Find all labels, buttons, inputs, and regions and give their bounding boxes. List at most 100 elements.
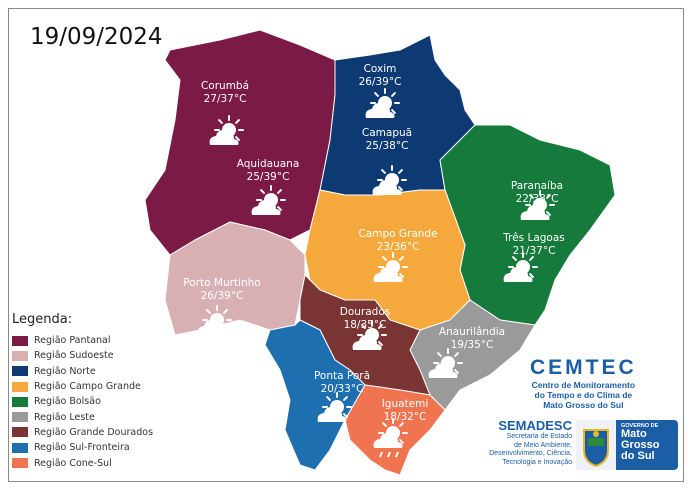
city-label: Ponta Porã 20/33°C xyxy=(314,370,370,396)
legend-item: Região Norte xyxy=(12,364,153,379)
legend-label: Região Leste xyxy=(34,411,95,423)
city-label: Anaurilândia 19/35°C xyxy=(439,326,505,352)
city-name: Aquidauana xyxy=(236,158,300,170)
legend-swatch xyxy=(12,396,28,407)
frame xyxy=(8,8,684,482)
city-temp: 25/39°C xyxy=(246,171,290,183)
legend-item: Região Sudoeste xyxy=(12,348,153,363)
sun-cloud-icon xyxy=(373,252,408,282)
legend-item: Região Leste xyxy=(12,409,153,424)
legend-label: Região Norte xyxy=(34,365,96,377)
city-temp: 23/36°C xyxy=(376,241,420,253)
legend-label: Região Campo Grande xyxy=(34,381,141,393)
legend-label: Região Pantanal xyxy=(34,335,111,347)
city-label: Coxim 26/39°C xyxy=(359,63,402,89)
city-name: Anaurilândia xyxy=(438,326,506,338)
city-temp: 21/37°C xyxy=(512,245,556,257)
city-temp: 27/37°C xyxy=(203,93,247,105)
sun-cloud-icon xyxy=(352,320,387,350)
legend-swatch xyxy=(12,381,28,392)
city-temp: 18/35°C xyxy=(343,319,387,331)
city-temp: 22/38°C xyxy=(515,193,559,205)
semadesc-line: de Meio Ambiente, xyxy=(514,441,572,449)
legend-swatch xyxy=(12,442,28,453)
legend-item: Região Cone-Sul xyxy=(12,455,153,470)
sun-cloud-icon xyxy=(428,348,463,378)
city-label: Paranaíba 22/38°C xyxy=(511,180,563,206)
cemtec-logo: CEMTEC Centro de Monitoramento do Tempo … xyxy=(530,356,637,410)
legend: Legenda: Região Pantanal Região Sudoeste R… xyxy=(12,312,153,471)
city-temp: 26/39°C xyxy=(200,290,244,302)
city-temp: 20/33°C xyxy=(320,383,364,395)
legend-label: Região Cone-Sul xyxy=(34,457,112,469)
legend-item: Região Grande Dourados xyxy=(12,425,153,440)
city-temp: 18/32°C xyxy=(383,411,427,423)
city-name: Iguatemi xyxy=(381,398,429,410)
legend-swatch xyxy=(12,350,28,361)
cemtec-line: Mato Grosso do Sul xyxy=(543,400,624,410)
city-label: Dourados 18/35°C xyxy=(340,306,390,332)
semadesc-title: SEMADESC xyxy=(498,418,572,433)
legend-label: Região Grande Dourados xyxy=(34,426,154,438)
governo-line: do Sul xyxy=(621,450,655,462)
city-name: Corumbá xyxy=(200,80,250,92)
legend-swatch xyxy=(12,458,28,469)
legend-item: Região Bolsão xyxy=(12,394,153,409)
city-temp: 19/35°C xyxy=(450,339,494,351)
governo-box: GOVERNO DE Mato Grosso do Sul xyxy=(616,420,678,470)
city-name: Dourados xyxy=(339,306,391,318)
legend-label: Região Sul-Fronteira xyxy=(34,442,130,454)
cemtec-title: CEMTEC xyxy=(530,356,637,379)
legend-label: Região Bolsão xyxy=(34,396,101,408)
city-name: Ponta Porã xyxy=(313,370,371,382)
legend-item: Região Campo Grande xyxy=(12,379,153,394)
city-name: Paranaíba xyxy=(510,180,564,192)
cemtec-line: Centro de Monitoramento xyxy=(531,380,636,390)
semadesc-line: Desenvolvimento, Ciência, xyxy=(489,450,572,457)
legend-title: Legenda: xyxy=(12,312,73,327)
sun-cloud-icon xyxy=(197,305,232,335)
legend-label: Região Sudoeste xyxy=(34,350,114,362)
coat-of-arms-icon xyxy=(576,420,616,470)
city-label: Três Lagoas 21/37°C xyxy=(503,232,565,258)
governo-small: GOVERNO DE xyxy=(621,423,659,429)
city-label: Corumbá 27/37°C xyxy=(201,80,249,106)
semadesc-line: Tecnologia e Inovação xyxy=(502,458,572,466)
region-sul-fronteira xyxy=(264,319,366,471)
city-name: Três Lagoas xyxy=(503,232,565,244)
sun-cloud-icon xyxy=(365,88,400,118)
legend-swatch xyxy=(12,412,28,423)
city-name: Camapuã xyxy=(361,127,413,139)
city-name: Campo Grande xyxy=(358,228,438,240)
city-label: Iguatemi 18/32°C xyxy=(382,398,429,424)
region-pantanal xyxy=(144,29,336,256)
city-label: Aquidauana 25/39°C xyxy=(237,158,300,184)
semadesc-logo: SEMADESC Secretaria de Estado de Meio Am… xyxy=(448,418,572,467)
governo-logo: GOVERNO DE Mato Grosso do Sul xyxy=(576,420,680,470)
legend-item: Região Pantanal xyxy=(12,333,153,348)
sun-cloud-icon xyxy=(317,392,352,422)
governo-line: Mato xyxy=(621,428,647,440)
sun-cloud-icon xyxy=(209,115,244,145)
sun-cloud-icon xyxy=(520,190,555,220)
governo-line: Grosso xyxy=(621,439,660,451)
legend-swatch xyxy=(12,427,28,438)
legend-swatch xyxy=(12,366,28,377)
city-temp: 25/38°C xyxy=(365,140,409,152)
date-title: 19/09/2024 xyxy=(30,24,163,50)
city-label: Camapuã 25/38°C xyxy=(362,127,412,153)
legend-swatch xyxy=(12,335,28,346)
city-name: Coxim xyxy=(363,63,397,75)
city-label: Porto Murtinho 26/39°C xyxy=(183,277,260,303)
sun-cloud-icon xyxy=(503,252,538,282)
sun-cloud-icon xyxy=(372,165,407,195)
city-name: Porto Murtinho xyxy=(183,277,261,289)
sun-cloud-rain-icon xyxy=(373,418,408,458)
city-temp: 26/39°C xyxy=(358,76,402,88)
sun-cloud-icon xyxy=(251,185,286,215)
semadesc-line: Secretaria de Estado xyxy=(506,433,572,440)
cemtec-line: do Tempo e do Clima de xyxy=(534,390,633,400)
city-label: Campo Grande 23/36°C xyxy=(358,228,437,254)
